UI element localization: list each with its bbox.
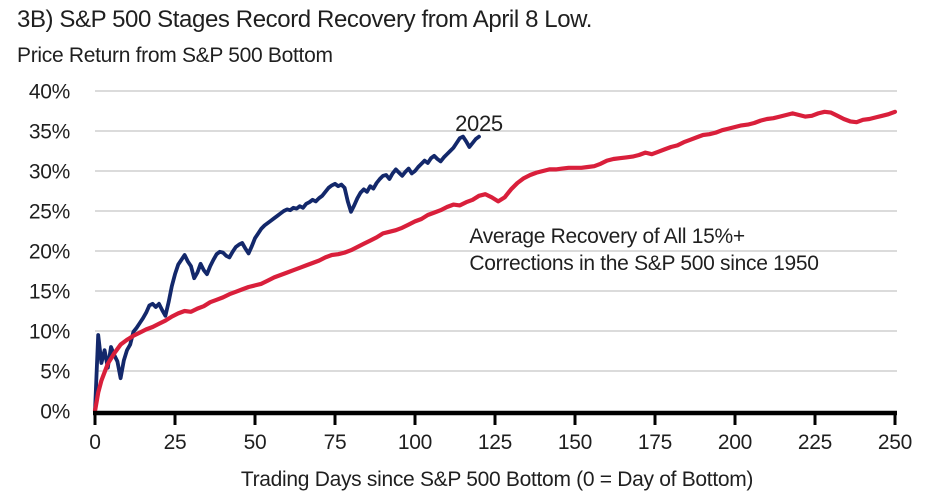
y-tick-label-35: 35% xyxy=(29,121,70,144)
y-tick-label-5: 5% xyxy=(40,361,70,384)
chart-subtitle: Price Return from S&P 500 Bottom xyxy=(17,44,333,67)
x-tick-label-150: 150 xyxy=(558,431,592,454)
x-tick-label-0: 0 xyxy=(89,431,100,454)
chart-title: 3B) S&P 500 Stages Record Recovery from … xyxy=(17,6,593,33)
y-tick-label-15: 15% xyxy=(29,281,70,304)
series-line-2025 xyxy=(93,134,481,413)
x-axis-title: Trading Days since S&P 500 Bottom (0 = D… xyxy=(241,468,753,491)
y-tick-label-25: 25% xyxy=(29,201,70,224)
x-tick-label-200: 200 xyxy=(718,431,752,454)
x-tick-label-75: 75 xyxy=(324,431,347,454)
label-2025: 2025 xyxy=(455,111,503,136)
x-tick-label-250: 250 xyxy=(878,431,912,454)
label-average-line1: Average Recovery of All 15%+ xyxy=(469,225,744,248)
series-line-average-recovery xyxy=(92,109,898,414)
x-tick-label-125: 125 xyxy=(478,431,512,454)
y-tick-label-30: 30% xyxy=(29,161,70,184)
x-tick-label-100: 100 xyxy=(398,431,432,454)
x-tick-label-225: 225 xyxy=(798,431,832,454)
label-average-line2: Corrections in the S&P 500 since 1950 xyxy=(469,252,818,275)
x-tick-label-25: 25 xyxy=(164,431,187,454)
x-tick-label-175: 175 xyxy=(638,431,672,454)
x-tick-label-50: 50 xyxy=(244,431,267,454)
y-tick-label-20: 20% xyxy=(29,241,70,264)
y-tick-label-10: 10% xyxy=(29,321,70,344)
y-tick-label-40: 40% xyxy=(29,81,70,104)
y-tick-label-0: 0% xyxy=(40,401,70,424)
